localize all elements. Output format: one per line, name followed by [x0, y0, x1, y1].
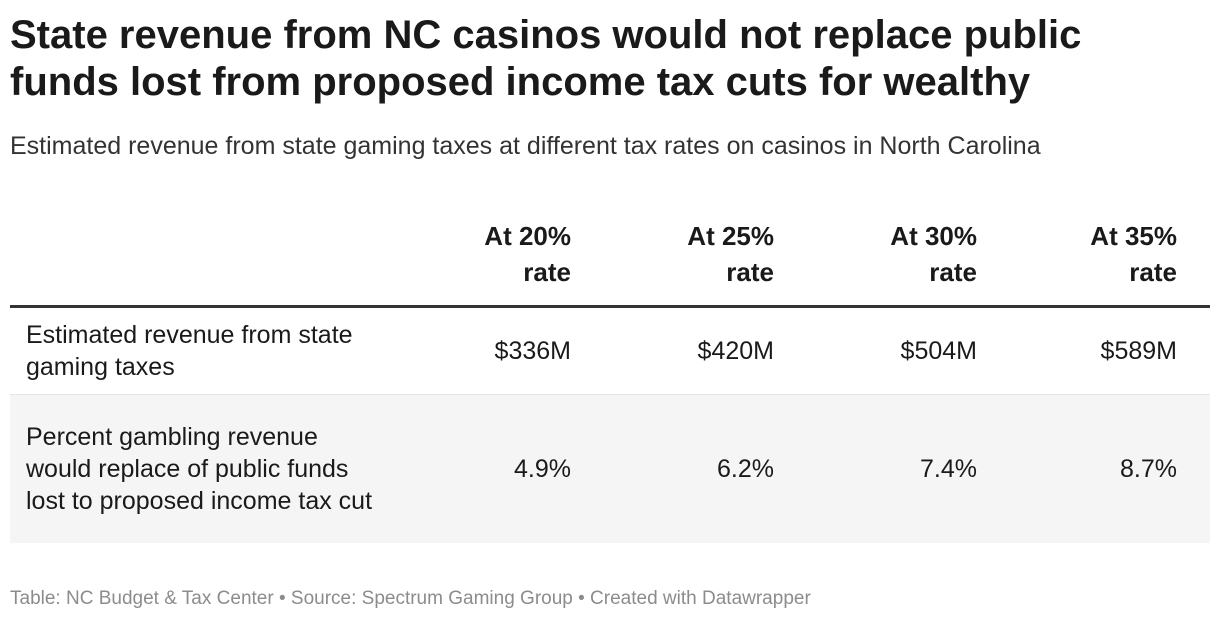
header-cell-35-rate[interactable]: At 35% rate: [1090, 221, 1177, 287]
table-cell: $504M: [900, 337, 977, 365]
row-label-revenue: Estimated revenue from state gaming taxe…: [26, 321, 353, 381]
table-cell: 7.4%: [920, 455, 977, 483]
table-cell: $420M: [697, 337, 774, 365]
table-row: Percent gambling revenue would replace o…: [10, 395, 1210, 543]
row-label-percent-replaced: Percent gambling revenue would replace o…: [26, 423, 373, 515]
header-label-column: [10, 218, 385, 305]
data-table: At 20% rate At 25% rate At 30% rate At 3…: [10, 218, 1210, 543]
chart-title: State revenue from NC casinos would not …: [10, 13, 1082, 104]
table-cell: 8.7%: [1120, 455, 1177, 483]
header-cell-20-rate[interactable]: At 20% rate: [484, 221, 571, 287]
table-cell: 6.2%: [717, 455, 774, 483]
header-cell-25-rate[interactable]: At 25% rate: [687, 221, 774, 287]
source-footer: Table: NC Budget & Tax Center • Source: …: [10, 588, 811, 609]
table-header-row: At 20% rate At 25% rate At 30% rate At 3…: [10, 218, 1210, 308]
chart-subtitle: Estimated revenue from state gaming taxe…: [10, 132, 1041, 160]
table-cell: $589M: [1100, 337, 1177, 365]
header-cell-30-rate[interactable]: At 30% rate: [890, 221, 977, 287]
table-cell: 4.9%: [514, 455, 571, 483]
table-row: Estimated revenue from state gaming taxe…: [10, 308, 1210, 395]
table-cell: $336M: [494, 337, 571, 365]
